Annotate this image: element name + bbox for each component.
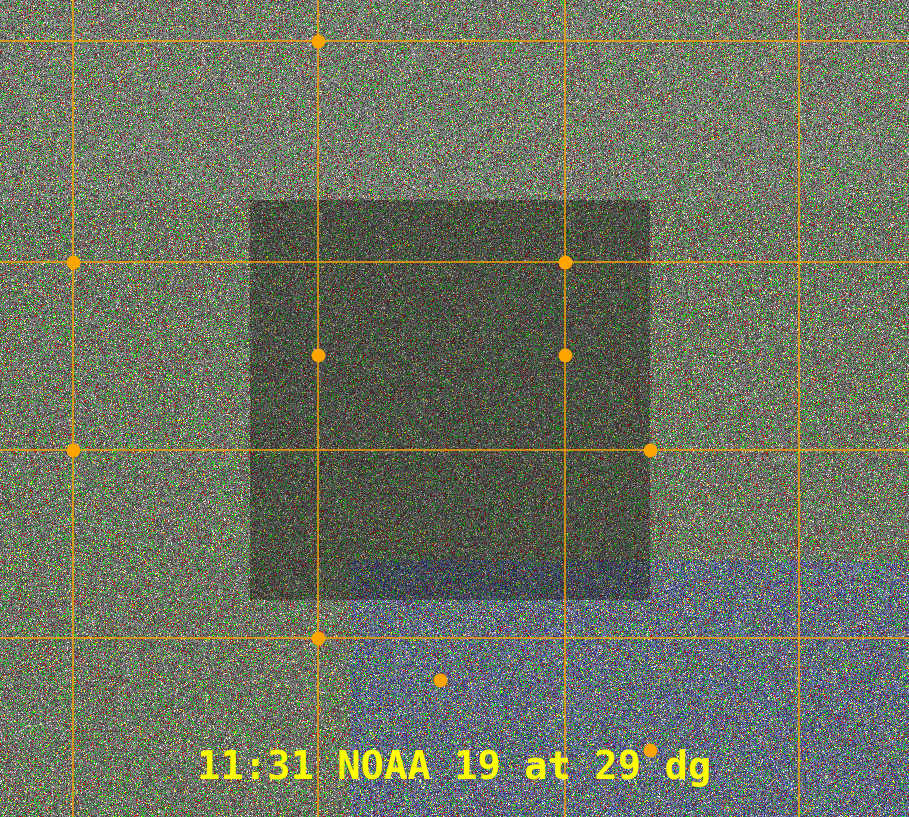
Point bbox=[433, 673, 447, 686]
Point bbox=[558, 349, 573, 362]
Point bbox=[311, 632, 325, 645]
Point bbox=[558, 256, 573, 269]
Point bbox=[643, 444, 657, 457]
Point bbox=[643, 743, 657, 757]
Point bbox=[311, 34, 325, 47]
Point bbox=[65, 444, 80, 457]
Point bbox=[65, 256, 80, 269]
Point bbox=[311, 349, 325, 362]
Text: 11:31 NOAA 19 at 29 dg: 11:31 NOAA 19 at 29 dg bbox=[197, 749, 712, 787]
